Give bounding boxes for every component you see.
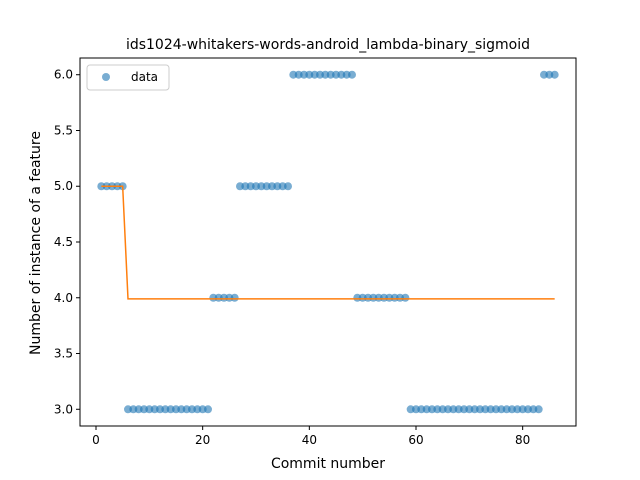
- legend-label: data: [131, 70, 158, 84]
- y-tick-label: 3.5: [54, 347, 73, 361]
- y-tick-label: 4.0: [54, 291, 73, 305]
- x-tick-label: 40: [302, 433, 317, 447]
- y-tick-label: 5.0: [54, 179, 73, 193]
- x-tick-label: 20: [195, 433, 210, 447]
- data-point: [534, 405, 543, 414]
- data-point: [204, 405, 212, 414]
- legend-box: [86, 64, 170, 91]
- y-axis: 3.0 3.5 4.0 4.5 5.0 5.5 6.0: [54, 68, 80, 416]
- x-tick-label: 60: [408, 433, 423, 447]
- x-tick-label: 0: [92, 433, 100, 447]
- data-point: [348, 70, 356, 79]
- y-axis-label: Number of instance of a feature: [28, 131, 44, 355]
- x-tick-label: 80: [515, 433, 530, 447]
- y-tick-label: 4.5: [54, 235, 73, 249]
- x-axis: 0 20 40 60 80: [92, 426, 530, 447]
- x-axis-label: Commit number: [271, 456, 385, 472]
- fit-line: [101, 185, 555, 300]
- y-tick-label: 5.5: [54, 123, 73, 137]
- y-tick-label: 6.0: [54, 68, 73, 82]
- legend: data: [86, 64, 170, 91]
- legend-marker: [102, 73, 110, 81]
- y-tick-label: 3.0: [54, 402, 73, 416]
- data-point: [230, 293, 239, 302]
- chart-title: ids1024-whitakers-words-android_lambda-b…: [126, 37, 530, 53]
- data-point: [550, 70, 559, 79]
- data-point: [401, 293, 410, 302]
- data-point: [284, 182, 292, 191]
- plot-area: [79, 57, 577, 427]
